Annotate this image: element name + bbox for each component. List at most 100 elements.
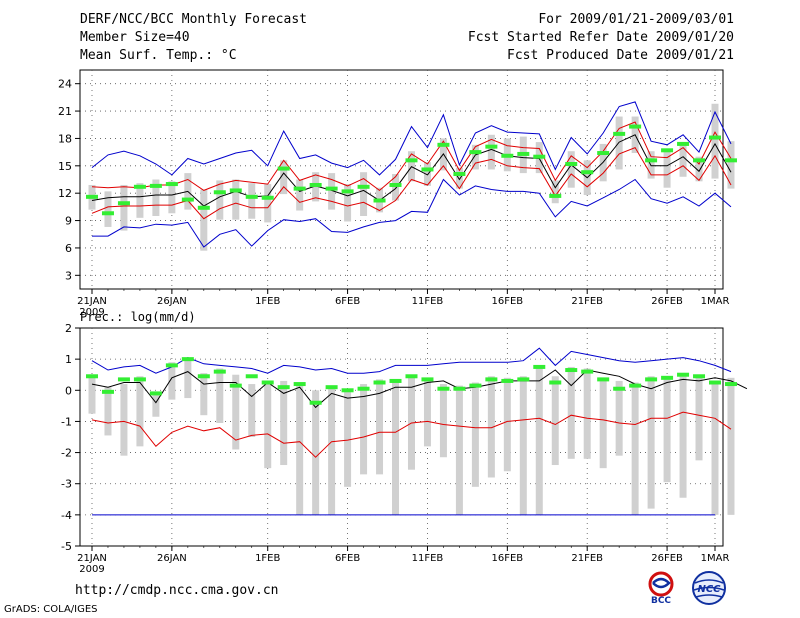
prec-y-tick-label: -1 [61,415,72,428]
temp-y-tick-label: 3 [65,269,72,282]
prec-member-range-box [88,376,96,414]
temp-x-tick-label: 11FEB [412,296,444,307]
prec-median-marker [501,378,514,383]
temp-median-marker [724,158,737,163]
temp-median-marker [373,198,386,203]
temp-member-range-box [248,183,256,219]
prec-median-marker [613,386,626,391]
prec-x-tick-label: 6FEB [335,553,360,564]
prec-median-marker [517,377,530,382]
prec-median-marker [293,382,306,387]
prec-median-marker [213,369,226,374]
prec-median-marker [661,375,674,380]
prec-x-tick-label: 26FEB [651,553,683,564]
prec-member-range-box [583,368,591,459]
prec-member-range-box [647,376,655,509]
prec-median-marker [453,386,466,391]
prec-median-marker [469,383,482,388]
prec-median-marker [357,386,370,391]
temp-member-range-box [232,179,240,220]
temp-member-range-box [487,134,495,170]
prec-member-range-box [376,379,384,475]
prec-x-tick-label: 21FEB [571,553,603,564]
prec-member-range-box [695,376,703,461]
temp-member-range-box [168,181,176,214]
temp-y-tick-label: 21 [58,105,72,118]
prec-member-range-box [423,377,431,447]
temp-x-tick-label: 26JAN [157,296,187,307]
temp-median-marker [277,166,290,171]
temp-x-tick-label: 6FEB [335,296,360,307]
temp-median-marker [437,142,450,147]
temp-median-marker [229,188,242,193]
temp-member-range-box [344,184,352,222]
temp-median-marker [613,131,626,136]
prec-member-range-box [152,391,160,417]
prec-x-tick-label: 1MAR [701,553,730,564]
fcst-produced-date: Fcst Produced Date 2009/01/21 [507,48,734,63]
temp-median-marker [421,167,434,172]
prec-member-range-box [328,385,336,515]
temp-x-tick-label: 16FEB [492,296,524,307]
prec-member-range-box [679,373,687,498]
temp-median-marker [565,161,578,166]
temp-median-marker [133,184,146,189]
prec-member-range-box [727,377,735,515]
prec-median-marker [197,374,210,379]
temp-median-marker [293,186,306,191]
temp-member-range-box [551,180,559,204]
prec-member-range-box [487,376,495,478]
prec-median-marker [533,364,546,369]
temp-median-marker [389,182,402,187]
prec-median-marker [245,374,258,379]
prec-member-range-box [503,377,511,472]
temp-x-tick-label: 1MAR [701,296,730,307]
temp-median-marker [549,193,562,198]
temp-member-range-box [216,180,224,220]
temp-x-tick-label: 1FEB [255,296,280,307]
prec-member-range-box [567,366,575,459]
temp-median-marker [181,197,194,202]
prec-member-range-box [248,384,256,437]
temp-member-range-box [727,141,735,189]
prec-member-range-box [200,373,208,416]
temp-y-tick-label: 18 [58,132,72,145]
prec-member-range-box [136,376,144,447]
temp-median-marker [245,194,258,199]
source-url[interactable]: http://cmdp.ncc.cma.gov.cn [75,583,279,598]
temp-mean-line [91,134,732,207]
temp-median-marker [101,211,114,216]
prec-plot-frame [79,327,724,547]
prec-member-range-box [312,390,320,515]
chart-title: DERF/NCC/BCC Monthly Forecast [80,12,307,27]
prec-x-tick-label: 16FEB [492,553,524,564]
ncc-logo-text: NCC [697,584,721,595]
temp-x-tick-year: 2009 [79,307,104,318]
ncc-logo-icon: NCC [692,571,726,605]
temp-member-range-box [280,160,288,195]
temp-member-range-box [136,183,144,218]
prec-median-marker [405,374,418,379]
temp-median-marker [485,144,498,149]
temp-member-range-box [711,103,719,179]
prec-median-marker [549,380,562,385]
temp-median-marker [533,154,546,159]
temp-member-range-box [200,189,208,251]
temp-median-marker [581,170,594,175]
prec-median-marker [325,385,338,390]
prec-x-tick-label: 21JAN [77,553,107,564]
prec-median-marker [181,357,194,362]
temp-member-range-box [296,179,304,211]
grads-credit: GrADS: COLA/IGES [4,604,98,615]
prec-median-marker [277,385,290,390]
temp-x-tick-label: 21JAN [77,296,107,307]
prec-median-marker [309,400,322,405]
prec-min-line [91,411,732,458]
temp-median-marker [213,190,226,195]
temp-median-marker [357,184,370,189]
prec-median-marker [389,378,402,383]
fcst-started-date: Fcst Started Refer Date 2009/01/20 [467,30,734,45]
prec-member-range-box [455,385,463,515]
temp-median-marker [453,172,466,177]
